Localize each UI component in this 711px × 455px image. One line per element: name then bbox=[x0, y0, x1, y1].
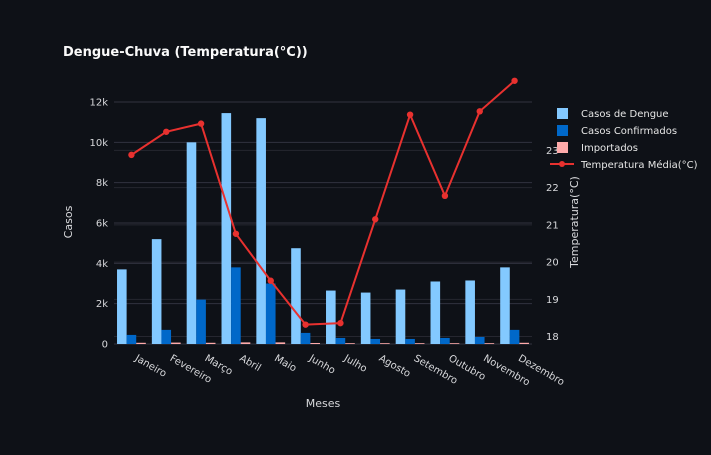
bar-importados-8 bbox=[414, 343, 425, 344]
bar-casos-de-dengue-10 bbox=[465, 280, 475, 344]
y-tick-label: 10k bbox=[89, 138, 108, 149]
temperature-point-11 bbox=[511, 77, 518, 84]
bar-casos-de-dengue-3 bbox=[221, 113, 232, 344]
temperature-point-0 bbox=[128, 151, 135, 159]
legend-swatch-1 bbox=[557, 125, 568, 136]
bar-importados-1 bbox=[171, 342, 181, 344]
temperature-point-8 bbox=[406, 111, 414, 118]
y2-axis-ticks: 18 19 20 21 22 23 bbox=[546, 146, 559, 343]
temperature-point-7 bbox=[372, 216, 379, 223]
x-axis-label: Meses bbox=[306, 397, 341, 410]
temperature-point-4 bbox=[267, 277, 274, 284]
legend-label-3: Temperatura Média(°C) bbox=[580, 159, 698, 171]
bar-importados-10 bbox=[484, 343, 495, 344]
bar-casos-confirmados-9 bbox=[440, 337, 450, 344]
temperature-point-6 bbox=[337, 319, 344, 327]
temperature-line-path bbox=[130, 80, 516, 326]
y-tick-label: 4k bbox=[96, 259, 108, 270]
y2-tick-label: 18 bbox=[546, 332, 559, 343]
y-tick-label: 12k bbox=[89, 98, 108, 109]
bar-casos-de-dengue-0 bbox=[117, 269, 127, 344]
legend: Casos de Dengue Casos Confirmados Importad… bbox=[550, 108, 698, 171]
legend-label-2: Importados bbox=[581, 143, 638, 154]
bar-importados-6 bbox=[345, 343, 355, 344]
bar-casos-confirmados-1 bbox=[161, 329, 172, 344]
y2-tick-label: 22 bbox=[546, 183, 559, 194]
bar-casos-confirmados-4 bbox=[265, 283, 276, 344]
bar-importados-3 bbox=[240, 342, 251, 344]
temperature-point-5 bbox=[302, 321, 309, 328]
y2-axis-label: Temperatura(°C) bbox=[568, 176, 581, 269]
temperature-point-10 bbox=[476, 108, 483, 115]
y-tick-label: 6k bbox=[96, 219, 108, 230]
y2-tick-label: 20 bbox=[546, 258, 559, 269]
bar-casos-de-dengue-9 bbox=[430, 281, 441, 344]
y-tick-label: 0 bbox=[102, 340, 108, 351]
bar-casos-confirmados-3 bbox=[231, 267, 241, 344]
legend-label-1: Casos Confirmados bbox=[581, 126, 677, 137]
bar-casos-confirmados-2 bbox=[196, 299, 206, 344]
bar-importados-11 bbox=[519, 342, 529, 344]
bar-importados-0 bbox=[136, 342, 146, 344]
bar-importados-7 bbox=[380, 343, 390, 344]
y-tick-label: 2k bbox=[96, 299, 108, 310]
bar-casos-confirmados-0 bbox=[126, 334, 137, 344]
bar-casos-confirmados-10 bbox=[474, 336, 485, 344]
bar-casos-confirmados-7 bbox=[370, 338, 381, 344]
y-tick-label: 8k bbox=[96, 178, 108, 189]
bar-casos-de-dengue-7 bbox=[360, 292, 371, 344]
legend-label-0: Casos de Dengue bbox=[581, 109, 669, 120]
bar-casos-de-dengue-2 bbox=[186, 142, 197, 344]
bar-casos-de-dengue-1 bbox=[151, 239, 162, 344]
bar-casos-confirmados-8 bbox=[405, 338, 415, 344]
bar-casos-de-dengue-8 bbox=[395, 289, 406, 344]
legend-marker-3 bbox=[559, 161, 565, 167]
bar-casos-de-dengue-6 bbox=[326, 290, 336, 344]
legend-swatch-2 bbox=[557, 142, 568, 153]
bar-importados-2 bbox=[205, 342, 216, 344]
bar-casos-confirmados-5 bbox=[300, 332, 311, 344]
y2-tick-label: 23 bbox=[546, 146, 559, 157]
bar-casos-de-dengue-5 bbox=[291, 248, 301, 344]
bar-casos-de-dengue-4 bbox=[256, 118, 266, 344]
temperature-point-9 bbox=[441, 192, 449, 200]
bars bbox=[117, 113, 529, 344]
bar-casos-de-dengue-11 bbox=[500, 267, 510, 344]
grid bbox=[114, 101, 532, 345]
temperature-line bbox=[128, 77, 518, 328]
y2-tick-label: 21 bbox=[546, 220, 559, 231]
bar-importados-5 bbox=[310, 342, 320, 344]
temperature-point-2 bbox=[197, 120, 205, 127]
y-axis-ticks: 0 2k 4k 6k 8k 10k 12k bbox=[89, 98, 108, 351]
bar-casos-confirmados-6 bbox=[335, 337, 346, 344]
bar-importados-9 bbox=[449, 343, 460, 344]
temperature-point-3 bbox=[232, 230, 240, 237]
legend-swatch-0 bbox=[557, 108, 568, 119]
bar-importados-4 bbox=[275, 342, 286, 344]
y-axis-label: Casos bbox=[62, 205, 75, 238]
y2-tick-label: 19 bbox=[546, 295, 559, 306]
chart-title: Dengue-Chuva (Temperatura(°C)) bbox=[63, 45, 308, 60]
bar-casos-confirmados-11 bbox=[509, 329, 520, 344]
temperature-point-1 bbox=[163, 128, 170, 135]
